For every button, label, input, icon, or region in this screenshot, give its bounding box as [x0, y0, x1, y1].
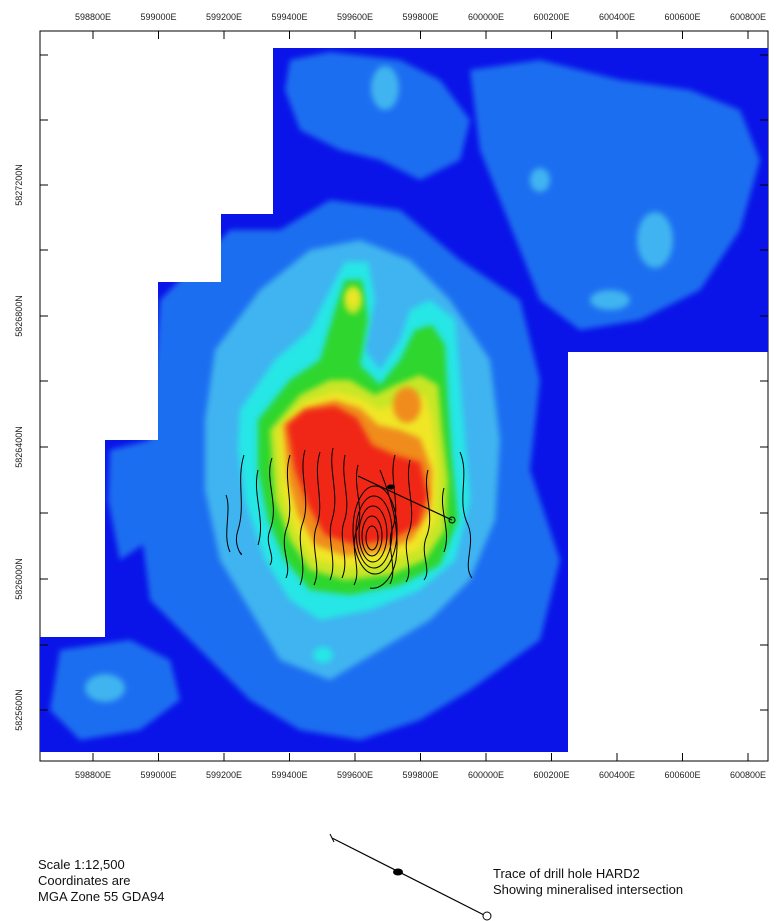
x-tick-label: 599200E: [206, 12, 242, 22]
x-axis-labels-bottom: 598800E 599000E 599200E 599400E 599600E 59980…: [75, 770, 766, 780]
legend-drill-hole-symbol: [329, 833, 492, 921]
x-tick-label: 600600E: [664, 12, 700, 22]
x-tick-label: 600200E: [533, 770, 569, 780]
y-tick-label: 5826400N: [14, 426, 24, 468]
x-tick-label: 600400E: [599, 12, 635, 22]
x-tick-label: 599000E: [140, 770, 176, 780]
x-tick-label: 600200E: [533, 12, 569, 22]
x-tick-label: 599200E: [206, 770, 242, 780]
x-tick-label: 598800E: [75, 770, 111, 780]
x-tick-label: 599400E: [271, 12, 307, 22]
x-tick-label: 599800E: [402, 12, 438, 22]
y-tick-label: 5827200N: [14, 164, 24, 206]
legend-coords-line1: Coordinates are: [38, 873, 131, 888]
x-axis-labels-top: 598800E 599000E 599200E 599400E 599600E 59980…: [75, 12, 766, 22]
legend-drill-block: Trace of drill hole HARD2 Showing minera…: [493, 866, 683, 898]
x-tick-label: 600800E: [730, 770, 766, 780]
y-tick-label: 5826800N: [14, 295, 24, 337]
drill-hole-trace-map: [357, 475, 456, 524]
x-tick-label: 599000E: [140, 12, 176, 22]
x-axis-ticks: [92, 31, 749, 761]
y-tick-label: 5825600N: [14, 689, 24, 731]
legend-drill-line2: Showing mineralised intersection: [493, 882, 684, 897]
legend-scale: Scale 1:12,500: [38, 857, 125, 872]
x-tick-label: 600800E: [730, 12, 766, 22]
x-tick-label: 598800E: [75, 12, 111, 22]
y-axis-ticks: [40, 54, 768, 711]
x-tick-label: 600600E: [664, 770, 700, 780]
legend-scale-block: Scale 1:12,500 Coordinates are MGA Zone …: [38, 857, 164, 905]
x-tick-label: 599600E: [337, 770, 373, 780]
x-tick-label: 600400E: [599, 770, 635, 780]
y-tick-label: 5826000N: [14, 558, 24, 600]
x-tick-label: 599800E: [402, 770, 438, 780]
contour-lines: [225, 447, 473, 589]
legend-drill-line1: Trace of drill hole HARD2: [493, 866, 640, 881]
y-axis-labels: 5827200N 5826800N 5826400N 5826000N 5825600N: [14, 164, 24, 731]
x-tick-label: 599600E: [337, 12, 373, 22]
legend-coords-line2: MGA Zone 55 GDA94: [38, 889, 165, 904]
x-tick-label: 599400E: [271, 770, 307, 780]
x-tick-label: 600000E: [468, 770, 504, 780]
x-tick-label: 600000E: [468, 12, 504, 22]
